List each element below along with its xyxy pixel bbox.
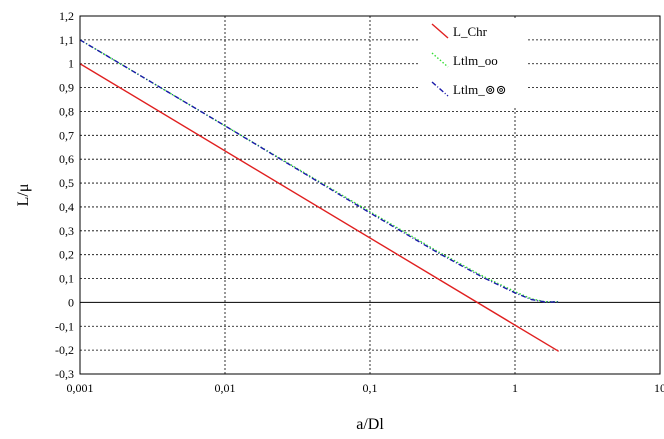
y-axis-title: L/μ [15, 184, 32, 207]
y-tick-label: -0,3 [55, 367, 74, 381]
x-tick-label: 0,1 [363, 381, 378, 395]
plot-area [80, 16, 660, 374]
x-tick-label: 1 [512, 381, 518, 395]
x-tick-labels: 0,001 0,01 0,1 1 10 [67, 381, 664, 395]
legend-box [420, 20, 528, 108]
y-tick-label: 1,1 [59, 33, 74, 47]
y-tick-label: 0,5 [59, 176, 74, 190]
legend-label: Ltlm_oo [453, 53, 498, 68]
series-line [79, 39, 559, 303]
y-tick-label: 0,9 [59, 81, 74, 95]
y-tick-label: 0,2 [59, 248, 74, 262]
series-layer [79, 39, 560, 352]
y-tick-label: 1 [68, 57, 74, 71]
y-tick-labels: -0,3 -0,2 -0,1 0 0,1 0,2 0,3 0,4 0,5 0,6 0,7 0,8 0,9… [55, 9, 74, 381]
grid [80, 16, 660, 374]
legend: L_Chr Ltlm_oo Ltlm_⊚⊚ [420, 20, 528, 108]
y-tick-label: -0,1 [55, 319, 74, 333]
y-tick-label: 0,7 [59, 128, 74, 142]
series-line [79, 63, 560, 352]
y-tick-label: -0,2 [55, 343, 74, 357]
legend-swatch [431, 52, 449, 68]
y-tick-label: 0,1 [59, 272, 74, 286]
y-tick-label: 0,6 [59, 152, 74, 166]
legend-swatch [431, 23, 449, 39]
y-tick-label: 0,8 [59, 104, 74, 118]
x-tick-label: 0,001 [67, 381, 94, 395]
x-axis-title: a/Dl [356, 416, 384, 433]
y-tick-label: 0,3 [59, 224, 74, 238]
plot-border [79, 15, 661, 375]
legend-swatch [431, 81, 449, 97]
legend-label: L_Chr [453, 24, 488, 39]
x-tick-label: 10 [654, 381, 664, 395]
y-tick-label: 0,4 [59, 200, 74, 214]
legend-label: Ltlm_⊚⊚ [453, 82, 507, 97]
y-tick-label: 0 [68, 295, 74, 309]
y-tick-label: 1,2 [59, 9, 74, 23]
x-tick-label: 0,01 [215, 381, 236, 395]
